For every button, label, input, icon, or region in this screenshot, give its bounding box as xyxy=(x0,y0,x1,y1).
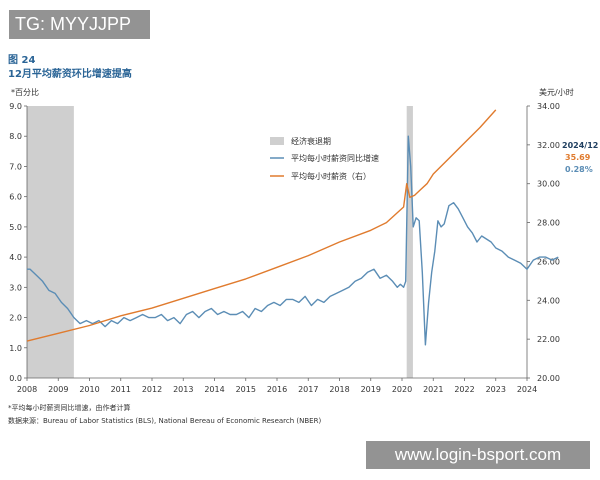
left-tick-label: 6.0 xyxy=(9,193,22,202)
annotation-growth-value: 0.28% xyxy=(565,165,593,174)
right-tick-label: 32.00 xyxy=(537,141,560,150)
x-tick-label: 2009 xyxy=(48,385,68,394)
legend-growth-label: 平均每小时薪资同比增速 xyxy=(291,153,379,163)
watermark-label: TG: MYYJJPP xyxy=(9,10,150,39)
x-tick-label: 2011 xyxy=(111,385,131,394)
annotation-wage-value: 35.69 xyxy=(565,153,591,162)
x-tick-label: 2021 xyxy=(423,385,443,394)
right-axis-unit: 美元/小时 xyxy=(539,87,574,97)
right-tick-label: 34.00 xyxy=(537,102,560,111)
legend-recession-swatch xyxy=(270,137,284,145)
right-tick-label: 20.00 xyxy=(537,374,560,383)
x-tick-label: 2024 xyxy=(517,385,537,394)
x-tick-label: 2010 xyxy=(79,385,99,394)
left-axis-unit: *百分比 xyxy=(11,87,39,97)
x-tick-label: 2017 xyxy=(298,385,318,394)
x-tick-label: 2023 xyxy=(486,385,506,394)
left-tick-label: 2.0 xyxy=(9,314,22,323)
dual-axis-line-chart: 0.0 1.0 2.0 3.0 4.0 5.0 6.0 7.0 8.0 9.0 20.00 22.00… xyxy=(9,87,598,394)
right-tick-label: 30.00 xyxy=(537,180,560,189)
footnote-note: *平均每小时薪资同比增速，由作者计算 xyxy=(8,404,131,412)
left-tick-label: 8.0 xyxy=(9,132,22,141)
left-tick-label: 1.0 xyxy=(9,344,22,353)
recession-band-2 xyxy=(406,106,413,378)
left-tick-label: 7.0 xyxy=(9,162,22,171)
left-tick-label: 3.0 xyxy=(9,283,22,292)
left-tick-label: 5.0 xyxy=(9,223,22,232)
right-tick-label: 26.00 xyxy=(537,257,560,266)
right-tick-label: 24.00 xyxy=(537,296,560,305)
chart-title: 12月平均薪资环比增速提高 xyxy=(8,69,132,80)
left-tick-label: 0.0 xyxy=(9,374,22,383)
recession-band-1 xyxy=(27,106,74,378)
growth-series-line xyxy=(27,135,559,346)
wage-series-line xyxy=(26,109,497,342)
annotation-date: 2024/12 xyxy=(562,141,598,150)
left-tick-label: 4.0 xyxy=(9,253,22,262)
x-tick-label: 2016 xyxy=(267,385,287,394)
x-tick-label: 2020 xyxy=(392,385,412,394)
right-tick-label: 22.00 xyxy=(537,335,560,344)
x-tick-label: 2015 xyxy=(236,385,256,394)
x-tick-label: 2014 xyxy=(204,385,224,394)
x-tick-label: 2013 xyxy=(173,385,193,394)
footnote-source: 数据来源：Bureau of Labor Statistics (BLS), N… xyxy=(8,417,322,425)
x-tick-label: 2012 xyxy=(142,385,162,394)
legend-wage-label: 平均每小时薪资（右） xyxy=(291,171,371,181)
x-tick-label: 2022 xyxy=(454,385,474,394)
x-tick-label: 2018 xyxy=(329,385,349,394)
x-tick-label: 2019 xyxy=(361,385,381,394)
x-tick-label: 2008 xyxy=(17,385,37,394)
left-tick-label: 9.0 xyxy=(9,102,22,111)
right-tick-label: 28.00 xyxy=(537,219,560,228)
figure-number: 图 24 xyxy=(8,55,36,66)
url-watermark: www.login-bsport.com xyxy=(366,441,590,469)
legend-recession-label: 经济衰退期 xyxy=(291,136,331,146)
